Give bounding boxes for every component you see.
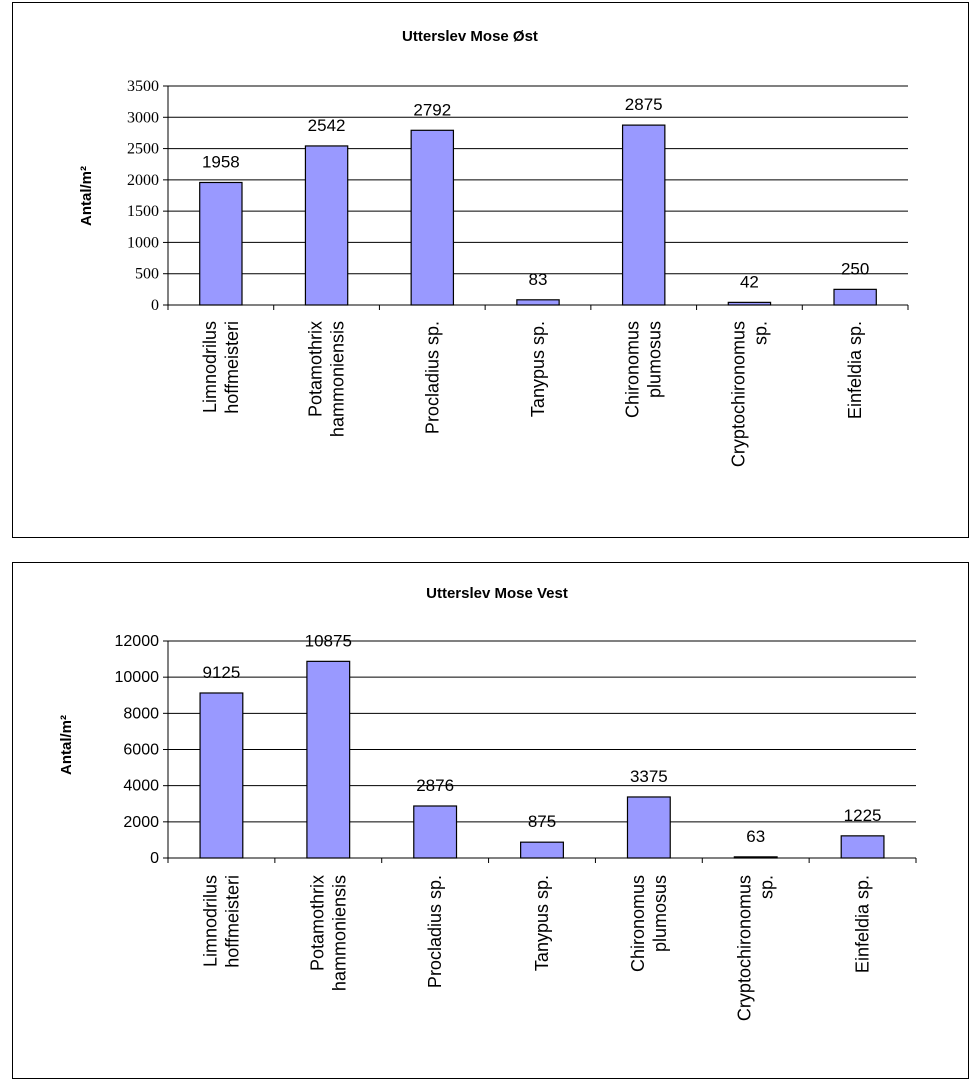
bar [306, 660, 351, 859]
data-label: 63 [746, 827, 765, 846]
bar [199, 181, 243, 306]
x-tick-label: Cryptochironomus sp. [735, 875, 777, 1021]
y-tick-label: 2000 [123, 814, 159, 831]
bar [621, 124, 666, 306]
y-tick-label: 500 [135, 266, 159, 283]
x-tick-label: Procladius sp. [422, 321, 442, 434]
x-tick-label-line: Cryptochironomus [735, 875, 755, 1021]
x-tick-label-line: Procladius sp. [425, 875, 445, 988]
chart-title: Utterslev Mose Vest [426, 585, 568, 602]
data-label: 2875 [625, 95, 663, 114]
x-tick-label: Procladius sp. [425, 875, 445, 988]
data-label: 3375 [630, 767, 668, 786]
x-tick-label-line: sp. [750, 321, 770, 345]
data-label: 875 [528, 812, 556, 831]
x-tick-label-line: Limnodrilus [200, 321, 220, 413]
x-tick-label-line: Potamothrix [307, 875, 327, 971]
data-label: 250 [841, 259, 869, 278]
x-tick-label-line: hoffmeisteri [222, 321, 242, 414]
x-tick-label-line: Tanypus sp. [528, 321, 548, 417]
x-tick-label-line: Tanypus sp. [532, 875, 552, 971]
x-tick-label: Einfeldia sp. [845, 321, 865, 419]
x-tick-label-line: Einfeldia sp. [853, 875, 873, 973]
data-label: 42 [740, 272, 759, 291]
y-tick-label: 2000 [127, 172, 159, 189]
y-tick-label: 6000 [123, 742, 159, 759]
x-tick-label: Tanypus sp. [528, 321, 548, 417]
x-tick-label: Potamothrix hammoniensis [306, 321, 348, 437]
bar [626, 796, 671, 859]
y-tick-label: 3500 [127, 78, 159, 95]
y-tick-label: 1000 [127, 234, 159, 251]
bar [413, 805, 458, 859]
chart-vest-svg: Utterslev Mose Vest Antal/m² 0 2000 4000 60… [58, 585, 917, 1021]
x-tick-label-line: hoffmeisteri [222, 875, 242, 968]
bar [840, 835, 885, 859]
y-axis-label: Antal/m² [78, 166, 95, 226]
x-tick-label-line: hammoniensis [329, 875, 349, 991]
chart-title: Utterslev Mose Øst [402, 28, 538, 45]
data-label: 9125 [203, 663, 241, 682]
x-tick-label: Cryptochironomus sp. [728, 321, 770, 467]
data-label: 1958 [202, 152, 240, 171]
y-tick-label: 1500 [127, 203, 159, 220]
y-tick-label: 4000 [123, 778, 159, 795]
chart-ost-svg: Utterslev Mose Øst Antal/m² 0 500 1000 1500… [78, 28, 909, 467]
x-tick-label-line: plumosus [645, 321, 665, 398]
x-tick-label-line: sp. [757, 875, 777, 899]
x-tick-label-line: Einfeldia sp. [845, 321, 865, 419]
data-label: 83 [529, 270, 548, 289]
x-tick-label-line: plumosus [650, 875, 670, 952]
x-tick-label: Chironomus plumosus [623, 321, 665, 418]
y-tick-label: 12000 [115, 633, 160, 650]
y-tick-label: 2500 [127, 141, 159, 158]
data-label: 2792 [413, 100, 451, 119]
y-tick-label: 8000 [123, 705, 159, 722]
y-axis-label: Antal/m² [58, 715, 75, 775]
data-label: 1225 [844, 806, 882, 825]
x-tick-label: Einfeldia sp. [853, 875, 873, 973]
x-tick-label: Chironomus plumosus [628, 875, 670, 972]
bar [520, 841, 564, 859]
bar [727, 301, 772, 306]
data-label: 2876 [416, 776, 454, 795]
x-tick-label: Tanypus sp. [532, 875, 552, 971]
x-tick-label-line: hammoniensis [328, 321, 348, 437]
y-tick-label: 10000 [115, 669, 160, 686]
x-tick-label: Limnodrilus hoffmeisteri [200, 321, 242, 414]
bar [733, 856, 778, 859]
y-tick-label: 3000 [127, 109, 159, 126]
bar [199, 692, 244, 859]
chart-vest: Utterslev Mose Vest Antal/m² 0 2000 4000 60… [12, 562, 969, 1079]
x-tick-label-line: Limnodrilus [200, 875, 220, 967]
bar [410, 129, 455, 306]
data-label: 2542 [308, 116, 346, 135]
x-tick-label: Potamothrix hammoniensis [307, 875, 349, 991]
x-tick-label-line: Chironomus [628, 875, 648, 972]
bar [516, 299, 560, 306]
y-tick-label: 0 [150, 850, 159, 867]
bar [304, 145, 349, 306]
bar [833, 288, 877, 306]
x-tick-label: Limnodrilus hoffmeisteri [200, 875, 242, 968]
x-tick-label-line: Potamothrix [306, 321, 326, 417]
data-label: 10875 [305, 631, 352, 650]
x-tick-label-line: Cryptochironomus [728, 321, 748, 467]
chart-ost: Utterslev Mose Øst Antal/m² 0 500 1000 1500… [12, 2, 969, 538]
x-tick-label-line: Procladius sp. [422, 321, 442, 434]
x-tick-label-line: Chironomus [623, 321, 643, 418]
y-tick-label: 0 [151, 297, 159, 314]
